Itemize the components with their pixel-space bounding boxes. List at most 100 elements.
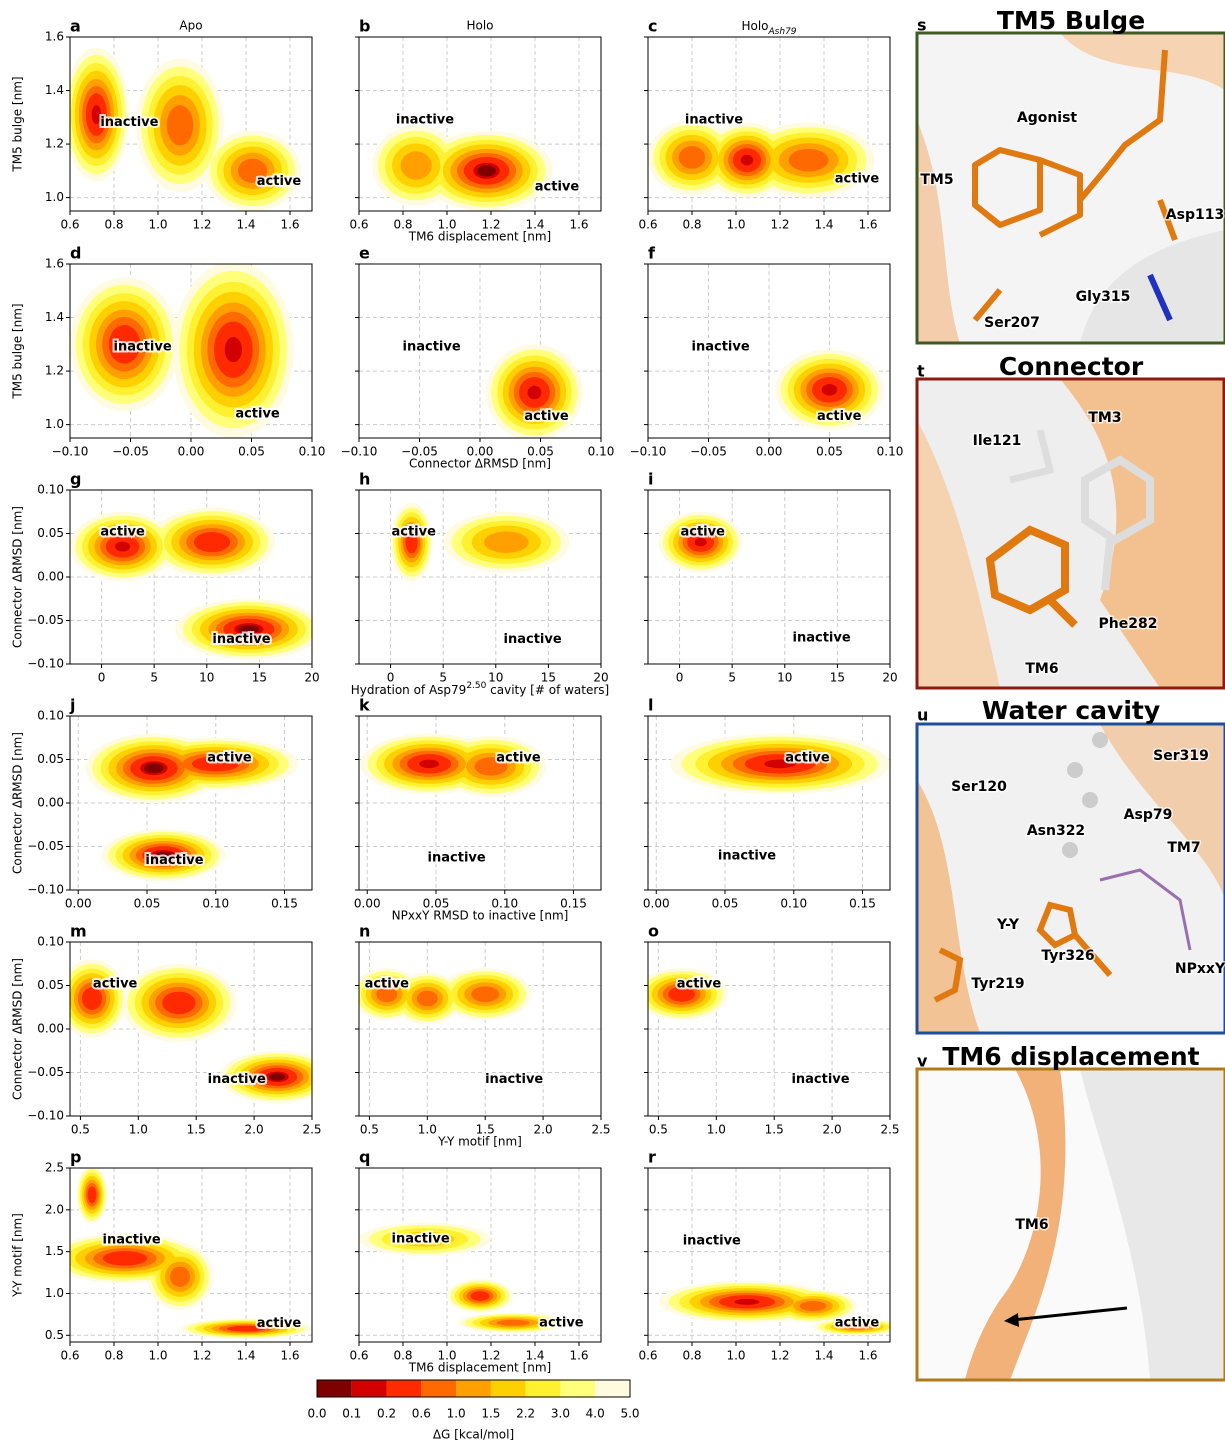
x-tick-label: 1.2: [770, 218, 789, 232]
y-axis-label: TM5 bulge [nm]: [11, 76, 25, 172]
state-label: inactive: [504, 632, 562, 647]
contour-band: [269, 1073, 285, 1080]
contour-band: [477, 165, 496, 176]
x-tick-label: 15: [830, 671, 845, 685]
structure-title: TM6 displacement: [942, 1042, 1199, 1071]
x-tick-label: 20: [304, 671, 319, 685]
y-tick-label: 1.0: [45, 417, 64, 431]
x-tick-label: 0.05: [712, 897, 739, 911]
x-tick-label: 10: [199, 671, 214, 685]
x-tick-label: 0.15: [849, 897, 876, 911]
state-label: active: [365, 976, 410, 991]
structure-label: Gly315: [1076, 289, 1131, 305]
state-label: inactive: [212, 632, 270, 647]
y-axis-label: Connector ΔRMSD [nm]: [11, 732, 25, 874]
state-label: inactive: [692, 339, 750, 354]
x-tick-label: 1.6: [569, 218, 588, 232]
y-tick-label: 1.5: [45, 1244, 64, 1258]
structure-label: Y-Y: [996, 917, 1020, 933]
x-tick-label: 0.00: [643, 897, 670, 911]
x-tick-label: 0.6: [349, 218, 368, 232]
plot-area: [70, 490, 323, 664]
column-title-part: Holo: [741, 19, 768, 33]
colorbar-band: [421, 1380, 456, 1397]
panel-letter: d: [70, 244, 81, 263]
colorbar-band: [456, 1380, 491, 1397]
structure-label: Ser319: [1153, 748, 1209, 764]
y-tick-label: −0.05: [27, 613, 64, 627]
y-tick-label: 0.10: [37, 935, 64, 949]
x-tick-label: 0.10: [202, 897, 229, 911]
colorbar-label: ΔG [kcal/mol]: [433, 1428, 514, 1442]
x-tick-label: 1.0: [129, 1123, 148, 1137]
plot-area: [648, 490, 890, 664]
y-tick-label: 1.4: [45, 310, 64, 324]
panel-letter: o: [648, 922, 659, 941]
x-tick-label: 1.2: [770, 1349, 789, 1363]
colorbar-tick-label: 1.0: [447, 1407, 466, 1421]
state-label: active: [235, 406, 280, 421]
state-label: active: [257, 1316, 302, 1331]
x-tick-label: 1.0: [707, 1123, 726, 1137]
y-tick-label: 1.6: [45, 257, 64, 271]
panel-letter: b: [359, 17, 370, 36]
column-title: HoloAsh79: [741, 19, 796, 37]
state-label: active: [539, 1315, 584, 1330]
contour-band: [103, 1251, 147, 1265]
contour-band: [741, 155, 754, 166]
y-tick-label: 0.05: [37, 526, 64, 540]
plot-area: [352, 942, 601, 1116]
x-tick-label: −0.10: [52, 445, 89, 459]
column-title-part: Ash79: [768, 27, 797, 37]
colorbar-tick-label: 3.0: [551, 1407, 570, 1421]
contour-band: [419, 760, 439, 769]
x-tick-label: 0.05: [238, 445, 265, 459]
state-label: active: [100, 524, 145, 539]
y-tick-label: 0.00: [37, 1022, 64, 1036]
contour-band: [484, 531, 529, 553]
colorbar-tick-label: 0.1: [342, 1407, 361, 1421]
contour-band: [115, 542, 130, 552]
x-tick-label: 1.0: [726, 218, 745, 232]
x-tick-label: 15: [252, 671, 267, 685]
state-label: inactive: [683, 1233, 741, 1248]
structure-title: Connector: [999, 352, 1144, 381]
y-tick-label: 0.10: [37, 709, 64, 723]
x-tick-label: 1.6: [280, 1349, 299, 1363]
colorbar-band: [317, 1380, 352, 1397]
state-label: active: [207, 750, 252, 765]
x-tick-label: 0.10: [780, 897, 807, 911]
x-tick-label: 0.10: [299, 445, 326, 459]
x-tick-label: 2.0: [823, 1123, 842, 1137]
x-tick-label: 0.8: [682, 218, 701, 232]
panel-letter: l: [648, 696, 653, 715]
x-axis-label-part: Hydration of Asp79: [351, 683, 467, 697]
contour-band: [471, 986, 499, 1002]
x-tick-label: 2.0: [534, 1123, 553, 1137]
x-tick-label: 0.10: [588, 445, 615, 459]
x-tick-label: −0.10: [630, 445, 667, 459]
state-label: inactive: [208, 1072, 266, 1087]
panel-letter: g: [70, 470, 81, 489]
contour-band: [528, 386, 542, 400]
plot-area: [635, 942, 890, 1116]
plot-area: [57, 942, 335, 1116]
colorbar-tick-label: 0.0: [307, 1407, 326, 1421]
contour-band: [734, 1299, 759, 1305]
structure-render: [917, 724, 1225, 1033]
y-axis-label: Y-Y motif [nm]: [11, 1213, 25, 1298]
x-tick-label: 0.6: [60, 1349, 79, 1363]
state-label: active: [524, 409, 569, 424]
x-axis-label: Hydration of Asp792.50 cavity [# of wate…: [351, 681, 610, 697]
state-label: inactive: [793, 630, 851, 645]
state-label: inactive: [485, 1072, 543, 1087]
y-tick-label: 0.10: [37, 483, 64, 497]
structure-label: Tyr219: [971, 976, 1024, 992]
contour-band: [789, 149, 829, 172]
colorbar-tick-label: 4.0: [586, 1407, 605, 1421]
y-tick-label: 0.5: [45, 1328, 64, 1342]
x-axis-label: Connector ΔRMSD [nm]: [409, 457, 551, 471]
y-tick-label: 2.5: [45, 1161, 64, 1175]
x-tick-label: 1.6: [858, 1349, 877, 1363]
plot-area: [359, 490, 601, 664]
